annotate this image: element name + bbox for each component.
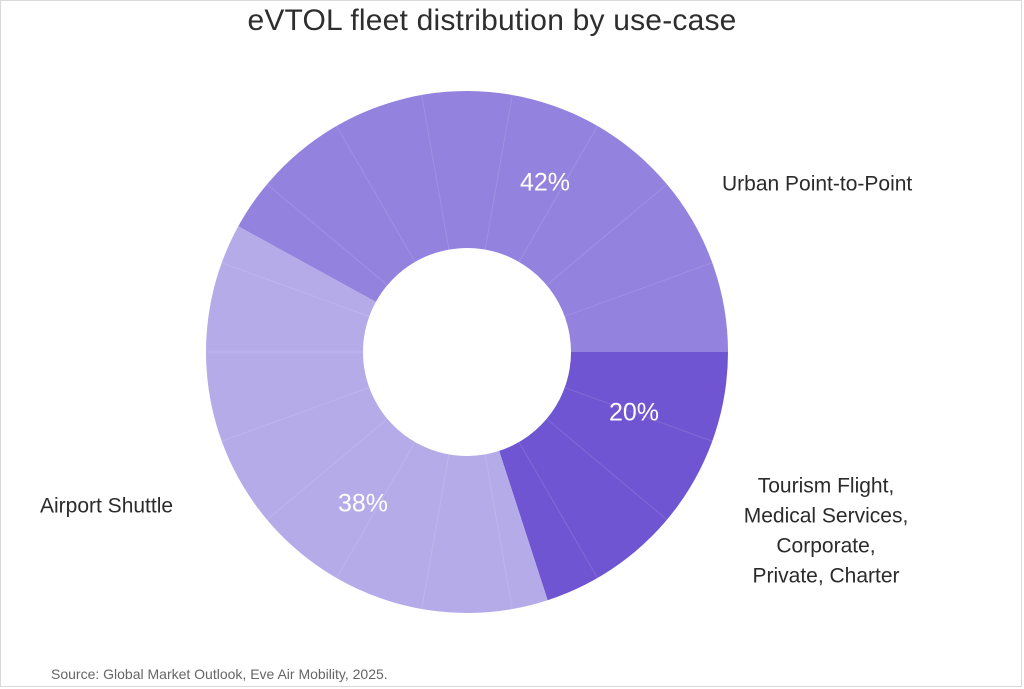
slices-group — [206, 90, 729, 613]
data-label-urban-point-to-point: 42% — [520, 169, 570, 197]
segment-divider-line — [221, 387, 370, 442]
segment-divider-line — [546, 183, 668, 286]
segment-divider-line — [421, 454, 450, 610]
segment-divider-line — [564, 262, 713, 317]
data-label-tourism-flight: 20% — [609, 399, 659, 427]
data-label-airport-shuttle: 38% — [338, 490, 388, 518]
slice-tourism-flight — [499, 352, 728, 601]
segment-divider-line — [336, 441, 416, 579]
category-label-tourism-flight: Corporate, — [776, 535, 875, 558]
segment-divider-line — [421, 94, 450, 250]
source-note: Source: Global Market Outlook, Eve Air M… — [51, 666, 388, 682]
segment-divider-lines — [206, 94, 713, 610]
segment-divider-line — [518, 125, 598, 263]
segment-divider-line — [336, 125, 416, 263]
category-label-urban-point-to-point: Urban Point-to-Point — [722, 173, 912, 196]
category-label-tourism-flight: Tourism Flight, — [758, 475, 895, 498]
segment-divider-line — [484, 94, 513, 250]
category-label-airport-shuttle: Airport Shuttle — [40, 495, 173, 518]
segment-divider-line — [484, 454, 513, 610]
segment-divider-line — [266, 183, 388, 286]
segment-divider-line — [266, 418, 388, 521]
segment-divider-line — [546, 418, 668, 521]
category-label-tourism-flight: Private, Charter — [752, 565, 899, 588]
slice-urban-point-to-point — [238, 90, 729, 353]
segment-divider-line — [564, 387, 713, 442]
segment-divider-line — [518, 441, 598, 579]
slice-airport-shuttle — [206, 226, 548, 613]
chart-title: eVTOL fleet distribution by use-case — [247, 4, 737, 37]
category-label-tourism-flight: Medical Services, — [744, 505, 909, 528]
segment-divider-line — [221, 262, 370, 317]
